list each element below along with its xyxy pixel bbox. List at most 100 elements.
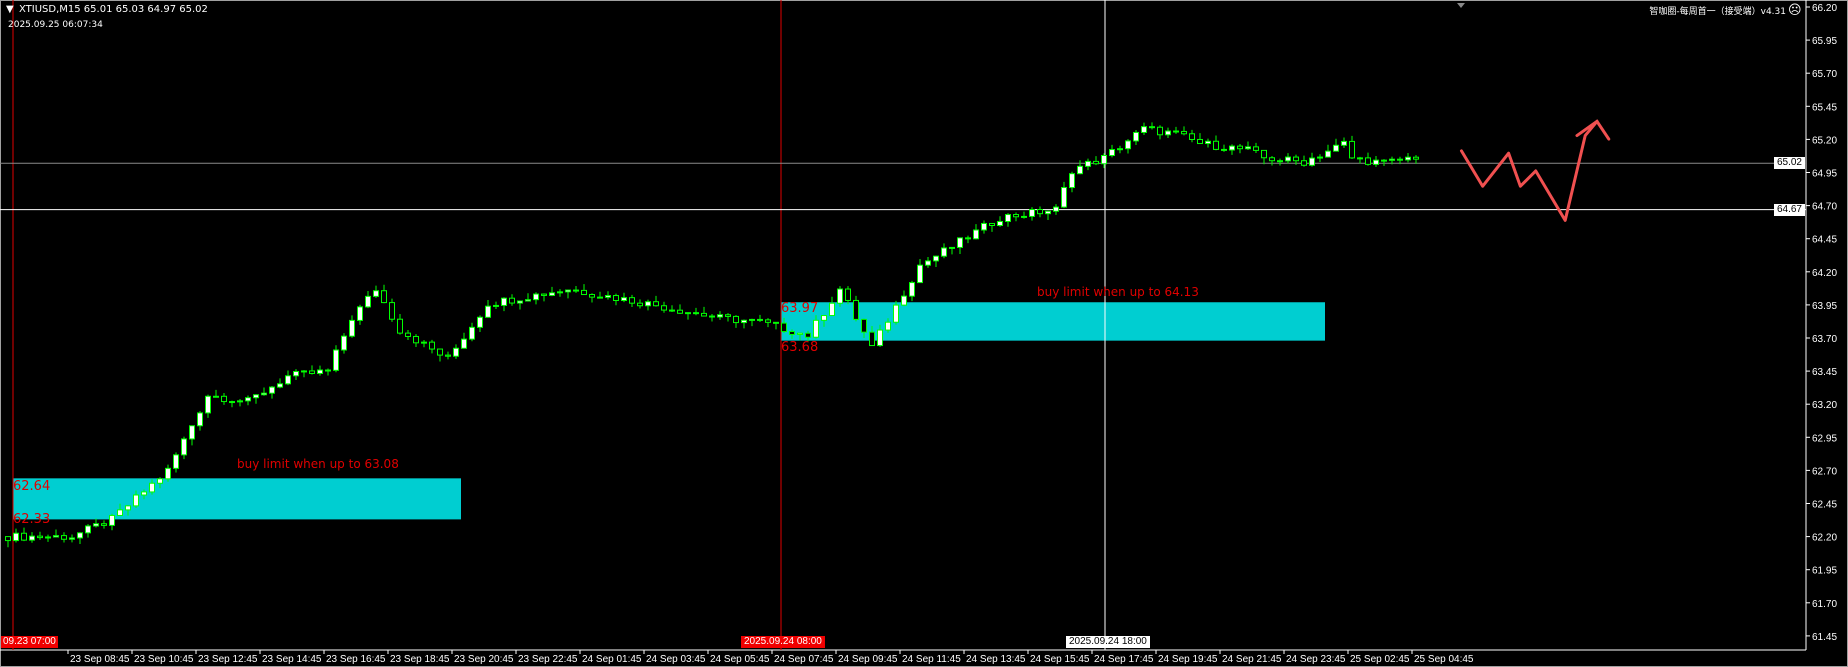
candle-body bbox=[789, 331, 795, 335]
price-tick-label: 65.70 bbox=[1812, 69, 1837, 80]
candle-body bbox=[773, 321, 779, 324]
candle-body bbox=[1197, 138, 1203, 145]
candle-body bbox=[493, 304, 499, 307]
time-tick-label: 24 Sep 07:45 bbox=[774, 654, 834, 665]
candle-body bbox=[829, 302, 835, 317]
candle-body bbox=[549, 292, 555, 296]
candle-body bbox=[429, 341, 435, 350]
candle-body bbox=[405, 332, 411, 337]
candle-body bbox=[1333, 144, 1339, 152]
candle-body bbox=[845, 288, 851, 301]
candle-body bbox=[365, 295, 371, 308]
candle-body bbox=[1045, 210, 1051, 215]
candle-body bbox=[1317, 156, 1323, 159]
time-tick-label: 23 Sep 10:45 bbox=[134, 654, 194, 665]
candle-body bbox=[229, 401, 235, 404]
candle-body bbox=[1053, 206, 1059, 212]
candle-body bbox=[269, 386, 275, 394]
candle-body bbox=[117, 509, 123, 516]
candle-body bbox=[933, 255, 939, 262]
time-tick-label: 24 Sep 17:45 bbox=[1094, 654, 1154, 665]
candle-body bbox=[749, 318, 755, 321]
red-time-marker: 2025.09.24 08:00 bbox=[741, 636, 825, 648]
candle-body bbox=[13, 532, 19, 542]
candle-body bbox=[1405, 156, 1411, 161]
buy-zone-1 bbox=[13, 478, 461, 520]
candle-body bbox=[1173, 130, 1179, 133]
candle-body bbox=[301, 370, 307, 373]
candle-body bbox=[125, 505, 131, 511]
price-tick-label: 61.45 bbox=[1812, 632, 1837, 643]
bid-price-label: 65.02 bbox=[1773, 157, 1805, 169]
candle-body bbox=[1293, 156, 1299, 162]
candle-body bbox=[1005, 214, 1011, 222]
price-tick-label: 61.70 bbox=[1812, 599, 1837, 610]
candle-body bbox=[1109, 149, 1115, 156]
candle-body bbox=[989, 222, 995, 226]
candle-body bbox=[237, 400, 243, 403]
zone2-top-price: 63.97 bbox=[781, 301, 819, 316]
candle-body bbox=[629, 297, 635, 304]
candle-body bbox=[1381, 159, 1387, 162]
candle-body bbox=[861, 318, 867, 333]
candle-body bbox=[965, 237, 971, 240]
candle-body bbox=[333, 349, 339, 371]
candle-body bbox=[637, 302, 643, 307]
candle-body bbox=[1141, 126, 1147, 133]
time-tick-label: 25 Sep 02:45 bbox=[1350, 654, 1410, 665]
candle-body bbox=[1093, 160, 1099, 165]
time-tick-label: 23 Sep 16:45 bbox=[326, 654, 386, 665]
time-tick-label: 23 Sep 22:45 bbox=[518, 654, 578, 665]
candle-body bbox=[437, 348, 443, 356]
candle-body bbox=[277, 383, 283, 388]
candle-body bbox=[1061, 187, 1067, 208]
candle-body bbox=[797, 332, 803, 335]
candle-body bbox=[357, 306, 363, 321]
zone1-note: buy limit when up to 63.08 bbox=[237, 457, 399, 471]
candle-body bbox=[461, 338, 467, 349]
candle-body bbox=[1413, 156, 1419, 160]
candle-body bbox=[245, 397, 251, 402]
candle-body bbox=[21, 532, 27, 541]
forecast-arrow-path bbox=[1459, 119, 1599, 222]
candle-body bbox=[501, 297, 507, 306]
candle-body bbox=[53, 535, 59, 538]
candle-body bbox=[157, 478, 163, 484]
candle-body bbox=[1237, 145, 1243, 150]
candle-body bbox=[781, 322, 787, 333]
candle-body bbox=[29, 535, 35, 541]
candle-body bbox=[621, 297, 627, 301]
candle-body bbox=[581, 289, 587, 296]
price-tick-label: 64.70 bbox=[1812, 202, 1837, 213]
menu-triangle-icon[interactable]: ▼ bbox=[6, 4, 14, 15]
price-tick-label: 63.70 bbox=[1812, 334, 1837, 345]
time-tick-label: 25 Sep 04:45 bbox=[1414, 654, 1474, 665]
candle-body bbox=[509, 297, 515, 304]
candle-body bbox=[653, 301, 659, 307]
candle-body bbox=[309, 370, 315, 374]
candle-body bbox=[877, 329, 883, 347]
candle-body bbox=[349, 319, 355, 337]
candle-body bbox=[77, 532, 83, 539]
candle-body bbox=[701, 312, 707, 317]
candle-body bbox=[973, 229, 979, 240]
time-tick-label: 24 Sep 03:45 bbox=[646, 654, 706, 665]
candle-body bbox=[173, 454, 179, 469]
time-tick-label: 23 Sep 20:45 bbox=[454, 654, 514, 665]
candle-body bbox=[5, 536, 11, 542]
candle-body bbox=[1301, 160, 1307, 166]
candle-body bbox=[589, 294, 595, 298]
price-tick-label: 62.95 bbox=[1812, 433, 1837, 444]
time-tick-label: 24 Sep 05:45 bbox=[710, 654, 770, 665]
candle-body bbox=[1125, 140, 1131, 150]
candle-body bbox=[717, 314, 723, 318]
candle-body bbox=[1021, 215, 1027, 218]
candle-body bbox=[949, 246, 955, 249]
candle-body bbox=[813, 319, 819, 338]
candle-body bbox=[421, 341, 427, 344]
price-tick-label: 64.95 bbox=[1812, 169, 1837, 180]
server-time: 2025.09.25 06:07:34 bbox=[8, 20, 103, 30]
price-tick-label: 66.20 bbox=[1812, 3, 1837, 14]
candle-body bbox=[1309, 157, 1315, 166]
